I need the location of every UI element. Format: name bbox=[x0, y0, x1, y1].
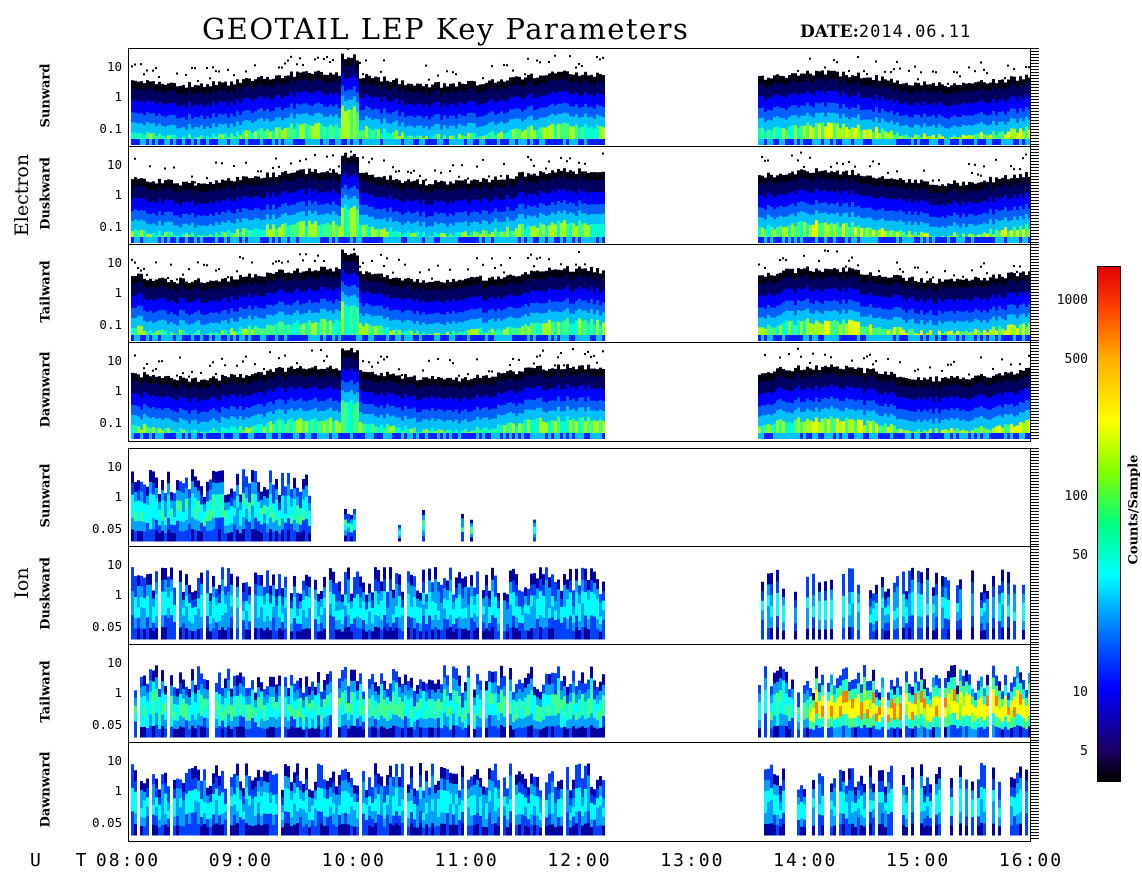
colorbar-label: Counts/Sample bbox=[1126, 454, 1142, 565]
x-tick-label: 12:00 bbox=[547, 850, 612, 871]
y-tick-label: 10 bbox=[106, 459, 122, 474]
spectrogram bbox=[131, 567, 1025, 640]
panel-direction-label: Tailward bbox=[38, 660, 54, 723]
date-value: 2014.06.11 bbox=[858, 22, 972, 42]
y-tick-label: 10 bbox=[106, 157, 122, 172]
right-minor-ticks bbox=[1031, 342, 1039, 440]
group-label-electron: Electron bbox=[11, 153, 33, 237]
panel-ion-duskward bbox=[128, 546, 1031, 646]
y-tick-label: 10 bbox=[106, 255, 122, 270]
colorbar-tick-label: 500 bbox=[1064, 351, 1088, 367]
panel-direction-label: Sunward bbox=[38, 463, 54, 528]
colorbar-tick-label: 5 bbox=[1080, 743, 1088, 759]
x-tick-label: 15:00 bbox=[886, 850, 951, 871]
colorbar-tick-label: 50 bbox=[1072, 547, 1088, 563]
y-tick-label: 1 bbox=[114, 783, 122, 798]
y-tick-label: 0.1 bbox=[99, 219, 122, 234]
right-minor-ticks bbox=[1031, 742, 1039, 840]
panel-electron-sunward bbox=[128, 48, 1031, 148]
date-readout: DATE:2014.06.11 bbox=[800, 22, 971, 42]
x-axis-label: U T bbox=[30, 850, 99, 871]
y-tick-label: 10 bbox=[106, 655, 122, 670]
spectrogram bbox=[131, 469, 536, 542]
y-tick-label: 1 bbox=[114, 89, 122, 104]
y-tick-label: 1 bbox=[114, 685, 122, 700]
y-tick-label: 0.05 bbox=[92, 619, 123, 634]
y-tick-label: 1 bbox=[114, 285, 122, 300]
spectrogram bbox=[134, 665, 1030, 738]
panel-electron-tailward bbox=[128, 244, 1031, 344]
x-tick-label: 10:00 bbox=[321, 850, 386, 871]
panel-direction-label: Duskward bbox=[38, 157, 54, 230]
x-tick-label: 09:00 bbox=[208, 850, 273, 871]
y-tick-label: 1 bbox=[114, 383, 122, 398]
panel-ion-tailward bbox=[128, 644, 1031, 744]
panel-electron-duskward bbox=[128, 146, 1031, 246]
panel-direction-label: Dawnward bbox=[38, 751, 54, 828]
colorbar bbox=[1097, 266, 1121, 782]
colorbar-tick-label: 100 bbox=[1064, 488, 1088, 504]
x-tick-label: 13:00 bbox=[660, 850, 725, 871]
colorbar-tick-label: 1000 bbox=[1056, 292, 1088, 308]
chart-title: GEOTAIL LEP Key Parameters bbox=[202, 12, 690, 46]
spectrogram bbox=[131, 150, 1030, 243]
panel-direction-label: Sunward bbox=[38, 63, 54, 128]
spectrogram bbox=[131, 763, 1028, 836]
panel-ion-sunward bbox=[128, 448, 1031, 548]
y-tick-label: 1 bbox=[114, 187, 122, 202]
panel-direction-label: Tailward bbox=[38, 260, 54, 323]
x-tick-label: 16:00 bbox=[998, 850, 1064, 871]
y-tick-label: 0.1 bbox=[99, 317, 122, 332]
x-tick-label: 08:00 bbox=[95, 850, 161, 871]
right-minor-ticks bbox=[1031, 146, 1039, 244]
y-tick-label: 0.1 bbox=[99, 121, 122, 136]
right-minor-ticks bbox=[1031, 448, 1039, 546]
y-tick-label: 1 bbox=[114, 489, 122, 504]
group-label-ion: Ion bbox=[11, 567, 33, 599]
y-tick-label: 0.05 bbox=[92, 521, 123, 536]
spectrogram bbox=[131, 248, 1030, 341]
y-tick-label: 10 bbox=[106, 353, 122, 368]
spectrogram bbox=[131, 49, 1030, 145]
x-tick-label: 11:00 bbox=[434, 850, 499, 871]
y-tick-label: 10 bbox=[106, 557, 122, 572]
y-tick-label: 10 bbox=[106, 59, 122, 74]
y-tick-label: 0.1 bbox=[99, 415, 122, 430]
y-tick-label: 1 bbox=[114, 587, 122, 602]
right-minor-ticks bbox=[1031, 244, 1039, 342]
right-minor-ticks bbox=[1031, 546, 1039, 644]
y-tick-label: 0.05 bbox=[92, 815, 123, 830]
spectrogram bbox=[131, 347, 1030, 439]
x-tick-label: 14:00 bbox=[773, 850, 838, 871]
panel-ion-dawnward bbox=[128, 742, 1031, 842]
right-minor-ticks bbox=[1031, 644, 1039, 742]
panel-direction-label: Dawnward bbox=[38, 351, 54, 428]
date-label: DATE: bbox=[800, 22, 859, 42]
panel-direction-label: Duskward bbox=[38, 557, 54, 630]
y-tick-label: 10 bbox=[106, 753, 122, 768]
panel-electron-dawnward bbox=[128, 342, 1031, 442]
right-minor-ticks bbox=[1031, 48, 1039, 146]
colorbar-tick-label: 10 bbox=[1072, 684, 1088, 700]
y-tick-label: 0.05 bbox=[92, 717, 123, 732]
